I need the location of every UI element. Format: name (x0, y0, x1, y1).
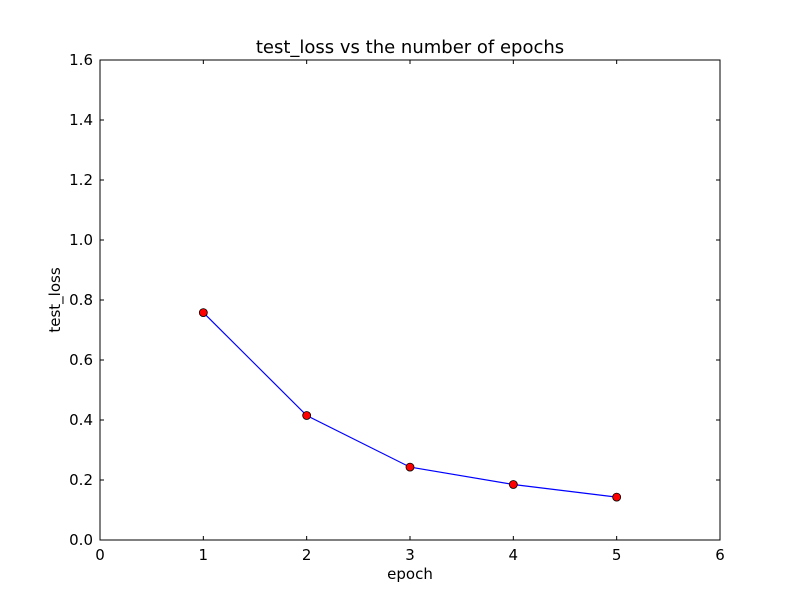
data-point (302, 411, 312, 420)
y-tick-label: 0.0 (69, 531, 93, 549)
x-tick-label: 0 (95, 546, 105, 564)
data-point (405, 462, 415, 472)
y-tick-label: 1.2 (69, 171, 93, 189)
plot-area (99, 59, 721, 541)
tick-labels: 0 1 2 3 4 5 6 0.0 0.2 0.4 0.6 0.8 1.0 1.2 1.4 1.6 (69, 51, 725, 564)
x-tick-label: 1 (199, 546, 209, 564)
data-point (612, 492, 622, 502)
y-tick-label: 1.0 (69, 231, 93, 249)
x-tick-label: 3 (405, 546, 415, 564)
y-tick-label: 0.8 (69, 291, 93, 309)
y-tick-label: 0.2 (69, 471, 93, 489)
data-point (508, 480, 518, 489)
plot-background (100, 60, 720, 540)
chart-title: test_loss vs the number of epochs (256, 37, 564, 58)
x-tick-label: 4 (509, 546, 519, 564)
y-tick-label: 1.4 (69, 111, 93, 129)
x-axis-label: epoch (387, 565, 433, 583)
plot-frame (99, 59, 721, 541)
y-axis-label: test_loss (46, 267, 65, 332)
y-tick-label: 0.4 (69, 411, 93, 429)
x-tick-label: 5 (612, 546, 622, 564)
data-point (198, 308, 208, 318)
y-tick-label: 0.6 (69, 351, 93, 369)
x-tick-label: 2 (302, 546, 312, 564)
y-tick-label: 1.6 (69, 51, 93, 69)
series-layer (198, 308, 622, 502)
x-tick-label: 6 (715, 546, 725, 564)
